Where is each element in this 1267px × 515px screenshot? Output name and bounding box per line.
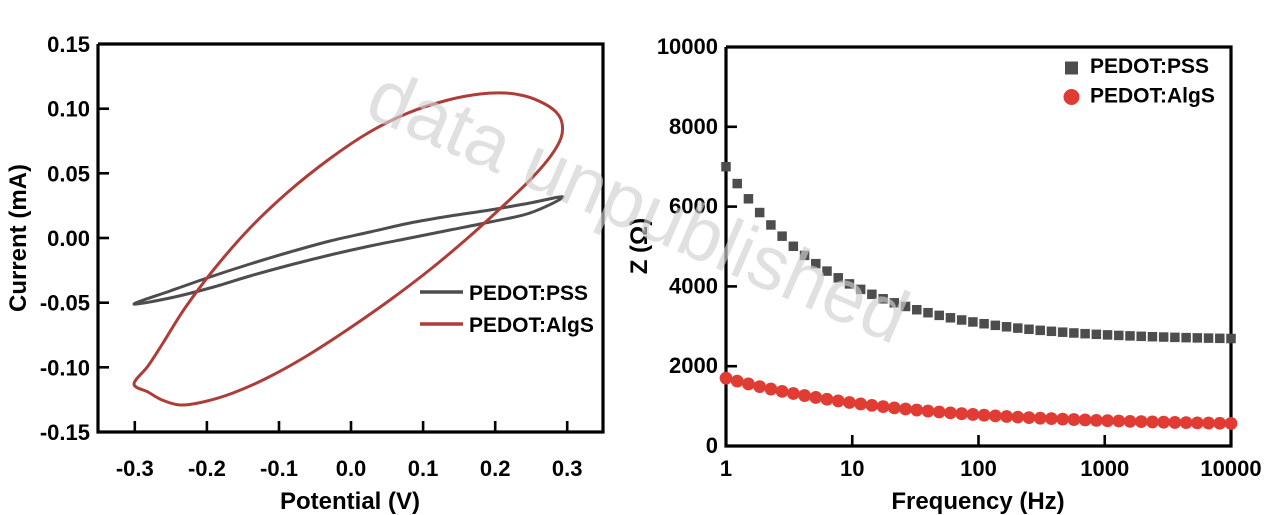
svg-text:PEDOT:AlgS: PEDOT:AlgS — [469, 314, 594, 337]
svg-text:PEDOT:AlgS: PEDOT:AlgS — [1090, 85, 1215, 108]
svg-text:6000: 6000 — [669, 194, 718, 219]
svg-text:0.15: 0.15 — [47, 32, 90, 57]
svg-text:10: 10 — [840, 456, 864, 481]
svg-text:-0.10: -0.10 — [40, 355, 90, 380]
svg-text:4000: 4000 — [669, 273, 718, 298]
svg-text:0.00: 0.00 — [47, 226, 90, 251]
svg-text:0.0: 0.0 — [336, 456, 367, 481]
svg-text:Current (mA): Current (mA) — [5, 164, 32, 312]
svg-text:10000: 10000 — [657, 34, 718, 59]
svg-text:0.05: 0.05 — [47, 161, 90, 186]
svg-text:-0.3: -0.3 — [116, 456, 154, 481]
svg-text:Z (Ω): Z (Ω) — [626, 218, 653, 275]
svg-text:1: 1 — [720, 456, 732, 481]
svg-text:Potential (V): Potential (V) — [280, 488, 420, 515]
svg-text:1000: 1000 — [1080, 456, 1129, 481]
svg-text:10000: 10000 — [1200, 456, 1261, 481]
svg-text:-0.15: -0.15 — [40, 420, 90, 445]
svg-text:-0.05: -0.05 — [40, 291, 90, 316]
svg-text:0: 0 — [706, 433, 718, 458]
svg-text:100: 100 — [960, 456, 997, 481]
svg-text:0.3: 0.3 — [552, 456, 583, 481]
svg-text:0.2: 0.2 — [480, 456, 511, 481]
svg-text:0.10: 0.10 — [47, 97, 90, 122]
svg-text:0.1: 0.1 — [408, 456, 439, 481]
svg-text:8000: 8000 — [669, 114, 718, 139]
svg-text:PEDOT:PSS: PEDOT:PSS — [469, 282, 588, 305]
svg-text:Frequency (Hz): Frequency (Hz) — [891, 488, 1064, 515]
svg-text:-0.2: -0.2 — [188, 456, 226, 481]
svg-text:2000: 2000 — [669, 353, 718, 378]
svg-text:PEDOT:PSS: PEDOT:PSS — [1090, 55, 1209, 78]
svg-text:-0.1: -0.1 — [260, 456, 298, 481]
